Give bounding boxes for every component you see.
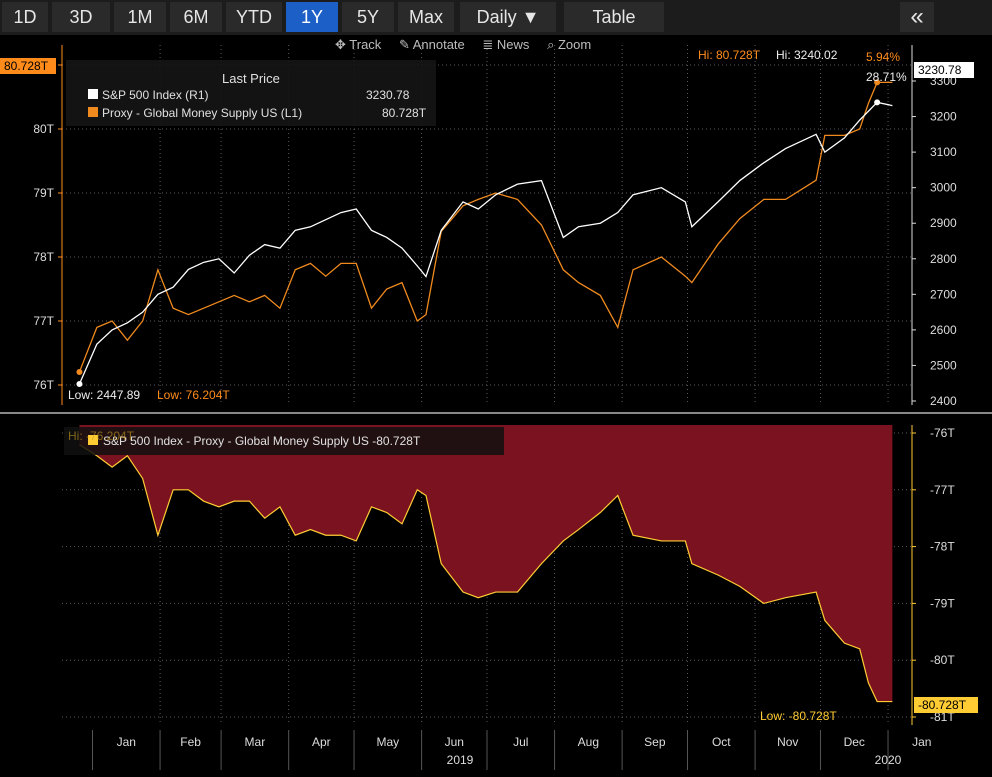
hi-spx-label: Hi: 3240.02 xyxy=(776,48,838,62)
left-tick-label: 80T xyxy=(33,122,54,136)
right-tick-label: 3200 xyxy=(930,110,957,124)
x-tick-label: Oct xyxy=(712,735,731,749)
low-bottom-label: Low: -80.728T xyxy=(760,709,837,723)
spx-line[interactable] xyxy=(78,101,893,385)
spx-low-point xyxy=(76,380,83,387)
left-tick-label: 79T xyxy=(33,186,54,200)
chart-tools: ✥ Track ✎ Annotate ≣ News ⌕ Zoom xyxy=(335,37,605,53)
diff-area xyxy=(79,425,893,703)
diff-area-fill xyxy=(79,425,893,702)
price-lines xyxy=(76,79,893,387)
range-6m-button[interactable]: 6M xyxy=(170,2,222,32)
legend-name-diff: S&P 500 Index - Proxy - Global Money Sup… xyxy=(103,434,421,448)
track-tool[interactable]: ✥ Track xyxy=(335,37,382,52)
x-tick-label: Nov xyxy=(777,735,798,749)
legend-swatch-diff xyxy=(88,435,98,445)
x-tick-label: Jan xyxy=(912,735,931,749)
left-last-label: 80.728T xyxy=(4,59,49,73)
right-last-badge xyxy=(914,62,974,78)
x-tick-label: Aug xyxy=(578,735,599,749)
bottom-tick-label: -80T xyxy=(930,653,955,667)
range-5y-button[interactable]: 5Y xyxy=(342,2,394,32)
right-tick-label: 2400 xyxy=(930,394,957,408)
range-max-button[interactable]: Max xyxy=(398,2,454,32)
diff-line[interactable] xyxy=(79,444,893,703)
right-tick-label: 2800 xyxy=(930,252,957,266)
right-tick-label: 3000 xyxy=(930,181,957,195)
left-tick-label: 77T xyxy=(33,314,54,328)
spx-high-point xyxy=(874,99,881,106)
legend-value-proxy: 80.728T xyxy=(382,106,427,120)
hi-bottom-label: Hi: -76.204T xyxy=(68,429,135,443)
range-1m-button[interactable]: 1M xyxy=(114,2,166,32)
x-tick-label: Jan xyxy=(117,735,136,749)
low-spx-label: Low: 2447.89 xyxy=(68,388,140,402)
annotate-tool[interactable]: ✎ Annotate xyxy=(398,37,465,52)
bottom-tick-label: -77T xyxy=(930,483,955,497)
bottom-last-label: -80.728T xyxy=(918,698,967,712)
x-year-label: 2020 xyxy=(875,753,902,767)
x-tick-label: Jul xyxy=(513,735,528,749)
x-tick-label: Dec xyxy=(844,735,865,749)
collapse-panel-button[interactable]: « xyxy=(900,2,934,32)
legend-name-spx: S&P 500 Index (R1) xyxy=(102,88,209,102)
range-1y-button[interactable]: 1Y xyxy=(286,2,338,32)
period-dropdown[interactable]: Daily ▼ xyxy=(460,2,556,32)
x-tick-label: May xyxy=(376,735,399,749)
x-tick-label: Apr xyxy=(312,735,331,749)
legend-top-box xyxy=(66,60,436,126)
right-tick-label: 2700 xyxy=(930,287,957,301)
bottom-tick-label: -79T xyxy=(930,596,955,610)
hi-proxy-label: Hi: 80.728T xyxy=(698,48,761,62)
x-year-label: 2019 xyxy=(447,753,474,767)
legend-swatch-proxy xyxy=(88,107,98,117)
bottom-tick-label: -81T xyxy=(930,710,955,724)
low-proxy-label: Low: 76.204T xyxy=(157,388,230,402)
proxy-high-point xyxy=(874,79,881,86)
right-last-label: 3230.78 xyxy=(918,63,962,77)
grid-lines xyxy=(62,45,912,725)
table-button[interactable]: Table xyxy=(564,2,664,32)
right-tick-label: 3100 xyxy=(930,145,957,159)
x-tick-label: Feb xyxy=(180,735,201,749)
left-tick-label: 78T xyxy=(33,250,54,264)
right-tick-label: 2900 xyxy=(930,216,957,230)
legend-name-proxy: Proxy - Global Money Supply US (L1) xyxy=(102,106,302,120)
toolbar: 1D 3D 1M 6M YTD 1Y 5Y Max Daily ▼ Table … xyxy=(0,0,992,35)
bottom-last-badge xyxy=(914,697,978,713)
range-1d-button[interactable]: 1D xyxy=(2,2,48,32)
legend-value-spx: 3230.78 xyxy=(366,88,410,102)
range-ytd-button[interactable]: YTD xyxy=(226,2,282,32)
right-tick-label: 2500 xyxy=(930,358,957,372)
bottom-tick-label: -78T xyxy=(930,540,955,554)
right-tick-label: 2600 xyxy=(930,323,957,337)
axes: Jan Feb Mar Apr May Jun Jul Aug Sep Oct Nov Dec Jan 2… xyxy=(33,45,957,770)
zoom-tool[interactable]: ⌕ Zoom xyxy=(547,37,592,52)
left-tick-label: 76T xyxy=(33,378,54,392)
news-tool[interactable]: ≣ News xyxy=(482,37,530,52)
legend-bottom-box xyxy=(64,427,504,455)
legend-swatch-spx xyxy=(88,89,98,99)
left-last-badge xyxy=(0,58,56,74)
legend-header: Last Price xyxy=(222,71,280,86)
x-tick-label: Jun xyxy=(445,735,464,749)
x-tick-label: Mar xyxy=(245,735,266,749)
proxy-low-point xyxy=(76,368,83,375)
pct-spx-label: 28.71% xyxy=(866,70,907,84)
range-3d-button[interactable]: 3D xyxy=(52,2,110,32)
pct-proxy-label: 5.94% xyxy=(866,50,900,64)
x-tick-label: Sep xyxy=(644,735,666,749)
bottom-tick-label: -76T xyxy=(930,426,955,440)
